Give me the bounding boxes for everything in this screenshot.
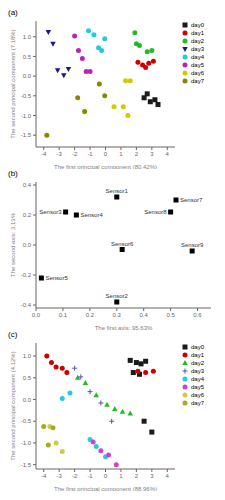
html-text:day0: day0 [191, 344, 204, 350]
svg-text:The second principal component: The second principal component (4.12%) [10, 351, 16, 460]
svg-text:-0.2: -0.2 [21, 272, 32, 278]
svg-text:0.4: 0.4 [23, 182, 32, 188]
svg-text:Sensor4: Sensor4 [80, 212, 103, 218]
svg-text:1: 1 [119, 151, 123, 157]
svg-text:0.0: 0.0 [23, 73, 32, 79]
svg-text:-0.5: -0.5 [21, 418, 32, 424]
html-text:(b): (b) [8, 169, 18, 178]
svg-text:-1.0: -1.0 [21, 113, 32, 119]
svg-text:-3: -3 [56, 151, 62, 157]
svg-text:0: 0 [104, 473, 108, 479]
svg-text:4: 4 [166, 473, 170, 479]
svg-text:Sensor7: Sensor7 [180, 197, 203, 203]
svg-text:Sensor6: Sensor6 [111, 241, 134, 247]
svg-text:The first principal component: The first principal component (88.96%) [54, 486, 157, 491]
svg-text:-4: -4 [41, 151, 47, 157]
svg-text:-1: -1 [87, 151, 93, 157]
svg-text:The second axis: 3.13%: The second axis: 3.13% [10, 212, 16, 277]
html-text:(a): (a) [8, 8, 18, 17]
svg-text:0.5: 0.5 [23, 54, 32, 60]
svg-text:1: 1 [119, 473, 123, 479]
html-text:day3: day3 [191, 46, 204, 52]
svg-text:-1: -1 [87, 473, 93, 479]
svg-text:-2: -2 [72, 473, 78, 479]
svg-text:1.0: 1.0 [23, 34, 32, 40]
svg-text:-1.5: -1.5 [21, 462, 32, 468]
html-text:day6: day6 [191, 70, 204, 76]
svg-text:0.0: 0.0 [23, 242, 32, 248]
svg-text:0.6: 0.6 [193, 312, 202, 318]
html-text:(c): (c) [8, 330, 18, 339]
html-text:day1: day1 [191, 30, 204, 36]
html-text:day2: day2 [191, 38, 204, 44]
svg-text:-3: -3 [56, 473, 62, 479]
svg-text:-0.4: -0.4 [21, 302, 32, 308]
svg-text:0.1: 0.1 [59, 312, 68, 318]
html-text:day4: day4 [191, 54, 204, 60]
html-text:day0: day0 [191, 22, 204, 28]
html-text:day3: day3 [191, 368, 204, 374]
svg-text:1.0: 1.0 [23, 353, 32, 359]
svg-text:Sensor1: Sensor1 [106, 188, 129, 194]
svg-text:0.3: 0.3 [113, 312, 122, 318]
html-text:day6: day6 [191, 392, 204, 398]
html-text:day7: day7 [191, 78, 204, 84]
svg-text:-1.5: -1.5 [21, 132, 32, 138]
html-text:day5: day5 [191, 62, 204, 68]
svg-text:Sensor8: Sensor8 [144, 209, 167, 215]
svg-text:Sensor9: Sensor9 [181, 242, 204, 248]
svg-text:2: 2 [135, 473, 139, 479]
svg-text:0.0: 0.0 [23, 397, 32, 403]
html-text:day2: day2 [191, 360, 204, 366]
svg-text:0.0: 0.0 [32, 312, 41, 318]
svg-text:-1.0: -1.0 [21, 440, 32, 446]
svg-text:The first axis: 95.63%: The first axis: 95.63% [95, 325, 153, 330]
svg-text:0.5: 0.5 [166, 312, 175, 318]
svg-text:4: 4 [166, 151, 170, 157]
svg-text:Sensor2: Sensor2 [106, 293, 129, 299]
svg-text:2: 2 [135, 151, 139, 157]
html-text:day5: day5 [191, 384, 204, 390]
svg-text:0.4: 0.4 [140, 312, 149, 318]
svg-text:0.2: 0.2 [86, 312, 95, 318]
svg-text:-2: -2 [72, 151, 78, 157]
svg-text:The first principal component: The first principal component (80.42%) [54, 164, 157, 169]
html-text:day4: day4 [191, 376, 204, 382]
html-text:day7: day7 [191, 400, 204, 406]
svg-text:0.2: 0.2 [23, 212, 32, 218]
svg-text:Sensor3: Sensor3 [39, 209, 62, 215]
svg-text:The second principal component: The second principal component (7.18%) [10, 29, 16, 138]
svg-text:-4: -4 [41, 473, 47, 479]
html-text:day1: day1 [191, 352, 204, 358]
svg-text:0.5: 0.5 [23, 375, 32, 381]
svg-text:Sensor5: Sensor5 [45, 275, 68, 281]
svg-text:3: 3 [150, 151, 154, 157]
svg-text:-0.5: -0.5 [21, 93, 32, 99]
svg-text:0: 0 [104, 151, 108, 157]
svg-text:3: 3 [150, 473, 154, 479]
